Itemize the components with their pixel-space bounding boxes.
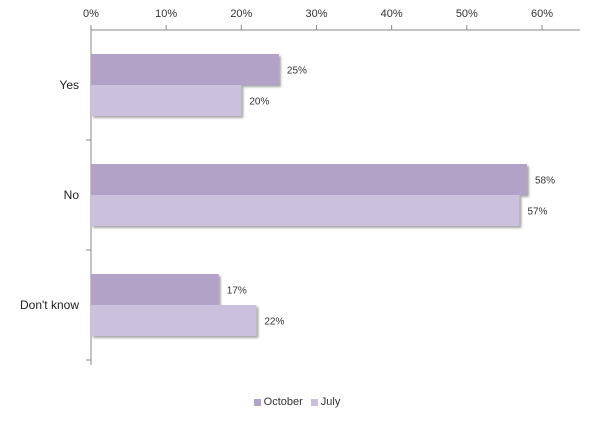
bar xyxy=(91,164,527,195)
bar xyxy=(91,274,219,305)
bar xyxy=(91,85,242,116)
legend-item-july: July xyxy=(310,396,341,408)
data-label: 17% xyxy=(227,286,247,297)
data-label: 25% xyxy=(287,66,307,77)
x-tick-label: 60% xyxy=(531,8,553,20)
category-label: Don't know xyxy=(20,298,79,312)
bar xyxy=(91,305,257,336)
data-label: 20% xyxy=(249,97,269,108)
legend-label-october: October xyxy=(263,396,303,408)
x-tick-label: 50% xyxy=(456,8,478,20)
legend-item-october: October xyxy=(253,396,303,408)
category-label: Yes xyxy=(59,78,79,92)
data-label: 58% xyxy=(535,176,555,187)
x-tick-label: 20% xyxy=(230,8,252,20)
x-tick-label: 30% xyxy=(305,8,327,20)
x-tick-label: 0% xyxy=(83,8,99,20)
legend-label-july: July xyxy=(320,396,341,408)
x-tick-label: 10% xyxy=(155,8,177,20)
legend-swatch-october xyxy=(253,398,261,406)
legend: October July xyxy=(0,396,594,408)
data-label: 57% xyxy=(527,207,547,218)
bar xyxy=(91,195,520,226)
category-label: No xyxy=(64,188,80,202)
legend-swatch-july xyxy=(310,398,318,406)
x-tick-label: 40% xyxy=(381,8,403,20)
data-label: 22% xyxy=(264,317,284,328)
bar xyxy=(91,54,279,85)
